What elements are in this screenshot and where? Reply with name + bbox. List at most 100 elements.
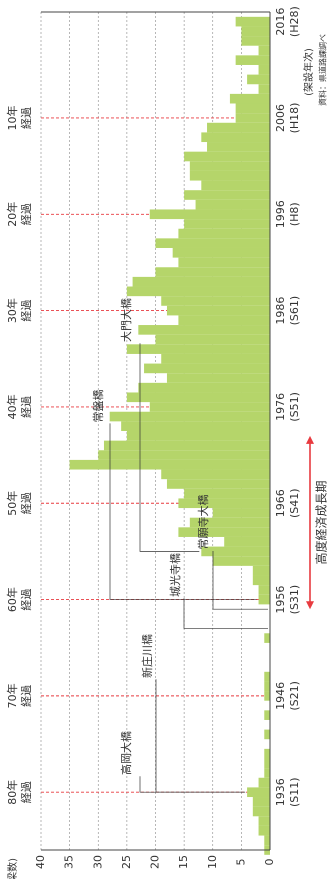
bar-1957 [258,585,270,595]
bar-2007 [235,103,270,114]
era-label-1976: (S51) [288,392,301,422]
era-label-1956: (S31) [288,585,301,615]
bridge-leader-3 [212,551,268,610]
bar-1992 [172,247,270,258]
bar-series [69,16,271,855]
value-tick-label-10: 10 [206,855,219,869]
bar-1937 [258,777,270,788]
bar-2002 [184,151,270,162]
bar-2003 [207,142,270,152]
elapsed-marker-label-1976: 40年 [5,394,19,419]
bar-2014 [241,36,270,46]
bar-1999 [201,180,270,191]
elapsed-marker-sublabel-1956: 経過 [20,589,33,611]
bridge-leader-1 [155,679,246,793]
value-axis-title: (橋梁数) [6,858,19,879]
bar-1942 [264,729,270,740]
bar-1990 [155,267,270,277]
period-arrow-head-bottom [306,601,314,610]
bar-2001 [189,161,270,171]
elapsed-marker-sublabel-1946: 経過 [20,685,33,707]
bar-1931 [264,835,270,846]
bar-2008 [229,93,270,104]
bar-1965 [212,508,270,518]
bar-2006 [235,113,270,123]
bar-1985 [178,315,270,326]
bar-1972 [103,440,270,451]
bridge-leader-2 [183,598,268,629]
era-label-1996: (H8) [288,202,301,226]
bar-1935 [252,797,270,807]
bar-1993 [155,238,270,248]
bar-1963 [178,527,270,537]
bar-1987 [161,296,270,306]
elapsed-marker-sublabel-1976: 経過 [20,396,33,418]
elapsed-marker-sublabel-1936: 経過 [20,781,33,803]
bar-2012 [235,55,270,65]
bridge-label-0: 高岡大橋 [119,731,133,775]
bar-1971 [98,450,270,460]
bar-1940 [264,748,270,759]
bar-2010 [247,74,270,85]
era-label-2006: (H18) [288,103,301,134]
value-tick-label-5: 5 [234,859,247,866]
bar-1969 [161,469,270,480]
period-arrow-head-top [306,435,314,444]
elapsed-marker-label-1986: 30年 [5,298,19,323]
bar-1988 [126,286,270,297]
bar-2004 [201,132,270,143]
bar-1958 [252,575,270,586]
era-label-1946: (S21) [288,681,301,711]
axes [41,11,271,851]
bar-1966 [178,498,270,509]
elapsed-marker-sublabel-1986: 経過 [20,300,33,322]
bar-1939 [264,758,270,769]
bar-2005 [207,122,270,133]
bar-1996 [149,209,270,220]
year-label-1986: 1986 [274,297,287,325]
elapsed-marker-label-1946: 70年 [5,683,19,708]
elapsed-marker-label-1936: 80年 [5,780,19,805]
bar-1947 [264,681,270,692]
year-label-1976: 1976 [274,393,287,421]
bar-1948 [264,671,270,682]
bar-1961 [201,546,270,557]
bar-1989 [132,276,270,287]
era-label-1986: (S61) [288,296,301,326]
bar-2011 [258,64,270,75]
elapsed-marker-label-2006: 10年 [5,105,19,130]
elapsed-marker-label-1966: 50年 [5,491,19,516]
year-label-1966: 1966 [274,489,287,517]
bar-1975 [109,411,270,422]
bridge-label-4: 常盤橋 [91,390,105,423]
bridge-leader-5 [139,343,200,552]
bridge-annotations [109,343,314,793]
value-tick-label-30: 30 [91,855,104,869]
elapsed-marker-sublabel-1996: 経過 [20,203,33,225]
bar-1977 [126,392,270,403]
bar-1968 [166,479,270,489]
bar-1956 [258,594,270,605]
bar-1978 [138,382,270,393]
bar-1932 [258,825,270,836]
bridge-label-3: 常願寺大橋 [196,495,210,550]
bar-2013 [258,45,270,56]
elapsed-marker-sublabel-1966: 経過 [20,492,33,514]
era-label-1966: (S41) [288,488,301,518]
year-label-1946: 1946 [274,682,287,710]
category-axis-title: (架設年次) [302,48,315,96]
bar-2000 [189,170,270,181]
value-tick-label-25: 25 [120,855,133,869]
elapsed-marker-sublabel-2006: 経過 [20,107,33,129]
source-note: 資料：県道路課調べ [318,34,328,106]
bar-1974 [121,421,271,431]
bar-2016 [235,16,270,27]
value-tick-label-0: 0 [263,859,276,866]
value-tick-label-20: 20 [149,855,162,869]
bar-1986 [166,305,270,316]
year-label-1936: 1936 [274,778,287,806]
period-label: 高度経済成長期 [314,480,329,564]
bar-1964 [189,517,270,528]
bar-1960 [212,556,270,566]
bar-1936 [247,787,270,798]
